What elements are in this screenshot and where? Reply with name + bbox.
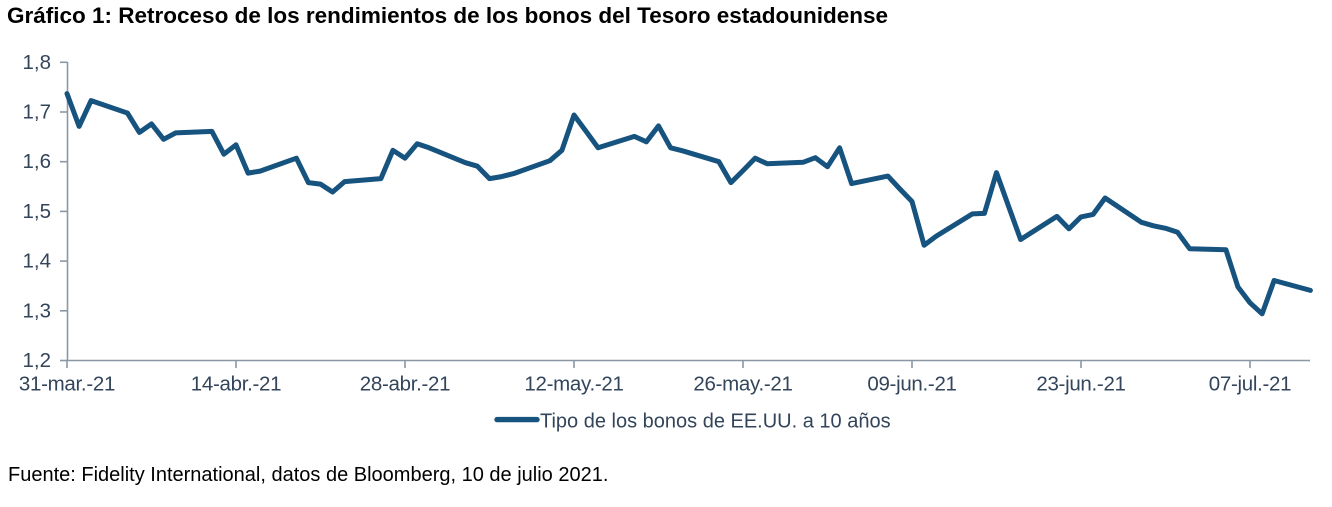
svg-text:14-abr.-21: 14-abr.-21 [191,373,281,396]
svg-text:07-jul.-21: 07-jul.-21 [1209,373,1291,396]
svg-text:28-abr.-21: 28-abr.-21 [360,373,450,396]
svg-text:1,2: 1,2 [23,349,52,372]
svg-text:09-jun.-21: 09-jun.-21 [867,373,956,396]
svg-text:1,5: 1,5 [23,200,52,223]
svg-text:Tipo de los bonos de EE.UU. a: Tipo de los bonos de EE.UU. a 10 años [540,411,891,433]
svg-text:1,7: 1,7 [23,101,52,124]
svg-text:1,6: 1,6 [23,150,52,173]
svg-text:31-mar.-21: 31-mar.-21 [19,373,115,396]
svg-text:1,8: 1,8 [23,51,52,74]
svg-text:1,3: 1,3 [23,299,52,322]
svg-text:1,4: 1,4 [23,250,52,273]
svg-text:26-may.-21: 26-may.-21 [693,373,792,396]
svg-text:23-jun.-21: 23-jun.-21 [1036,373,1125,396]
svg-text:12-may.-21: 12-may.-21 [524,373,623,396]
